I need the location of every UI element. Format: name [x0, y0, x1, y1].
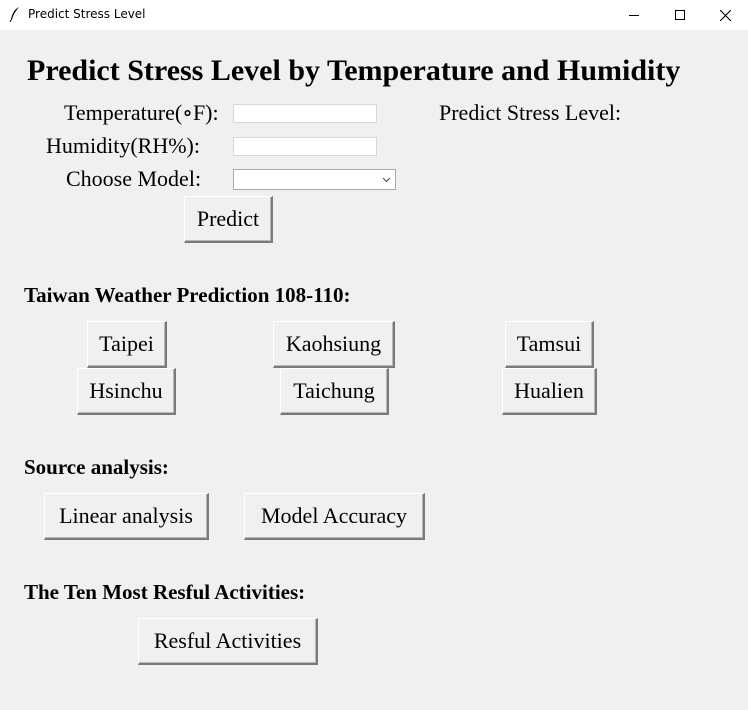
result-label: Predict Stress Level: [439, 100, 622, 125]
temperature-label: Temperature(∘F): [64, 100, 219, 125]
linear-analysis-button[interactable]: Linear analysis [44, 493, 209, 540]
predict-button[interactable]: Predict [184, 196, 273, 243]
maximize-icon [675, 10, 685, 20]
source-section-title: Source analysis: [24, 455, 169, 479]
taipei-button[interactable]: Taipei [87, 321, 167, 368]
model-select[interactable] [233, 169, 396, 190]
activities-section-title: The Ten Most Resful Activities: [24, 580, 306, 604]
restful-activities-button[interactable]: Resful Activities [138, 618, 318, 665]
kaohsiung-button[interactable]: Kaohsiung [273, 321, 395, 368]
minimize-button[interactable] [611, 0, 657, 30]
hsinchu-button[interactable]: Hsinchu [77, 368, 176, 415]
feather-icon [9, 7, 19, 22]
weather-section-title: Taiwan Weather Prediction 108-110: [24, 283, 351, 307]
hualien-button[interactable]: Hualien [502, 368, 597, 415]
page-title: Predict Stress Level by Temperature and … [27, 54, 681, 87]
humidity-label: Humidity(RH%): [46, 133, 200, 158]
taichung-button[interactable]: Taichung [280, 368, 389, 415]
maximize-button[interactable] [657, 0, 703, 30]
humidity-input[interactable] [233, 137, 377, 156]
title-bar: Predict Stress Level [0, 0, 748, 30]
close-button[interactable] [702, 0, 748, 30]
tamsui-button[interactable]: Tamsui [505, 321, 594, 368]
chevron-down-icon [382, 177, 391, 183]
model-accuracy-button[interactable]: Model Accuracy [244, 493, 425, 540]
minimize-icon [629, 15, 639, 16]
model-label: Choose Model: [66, 166, 202, 191]
close-icon [719, 9, 731, 21]
temperature-input[interactable] [233, 104, 377, 123]
window-title: Predict Stress Level [28, 7, 146, 21]
